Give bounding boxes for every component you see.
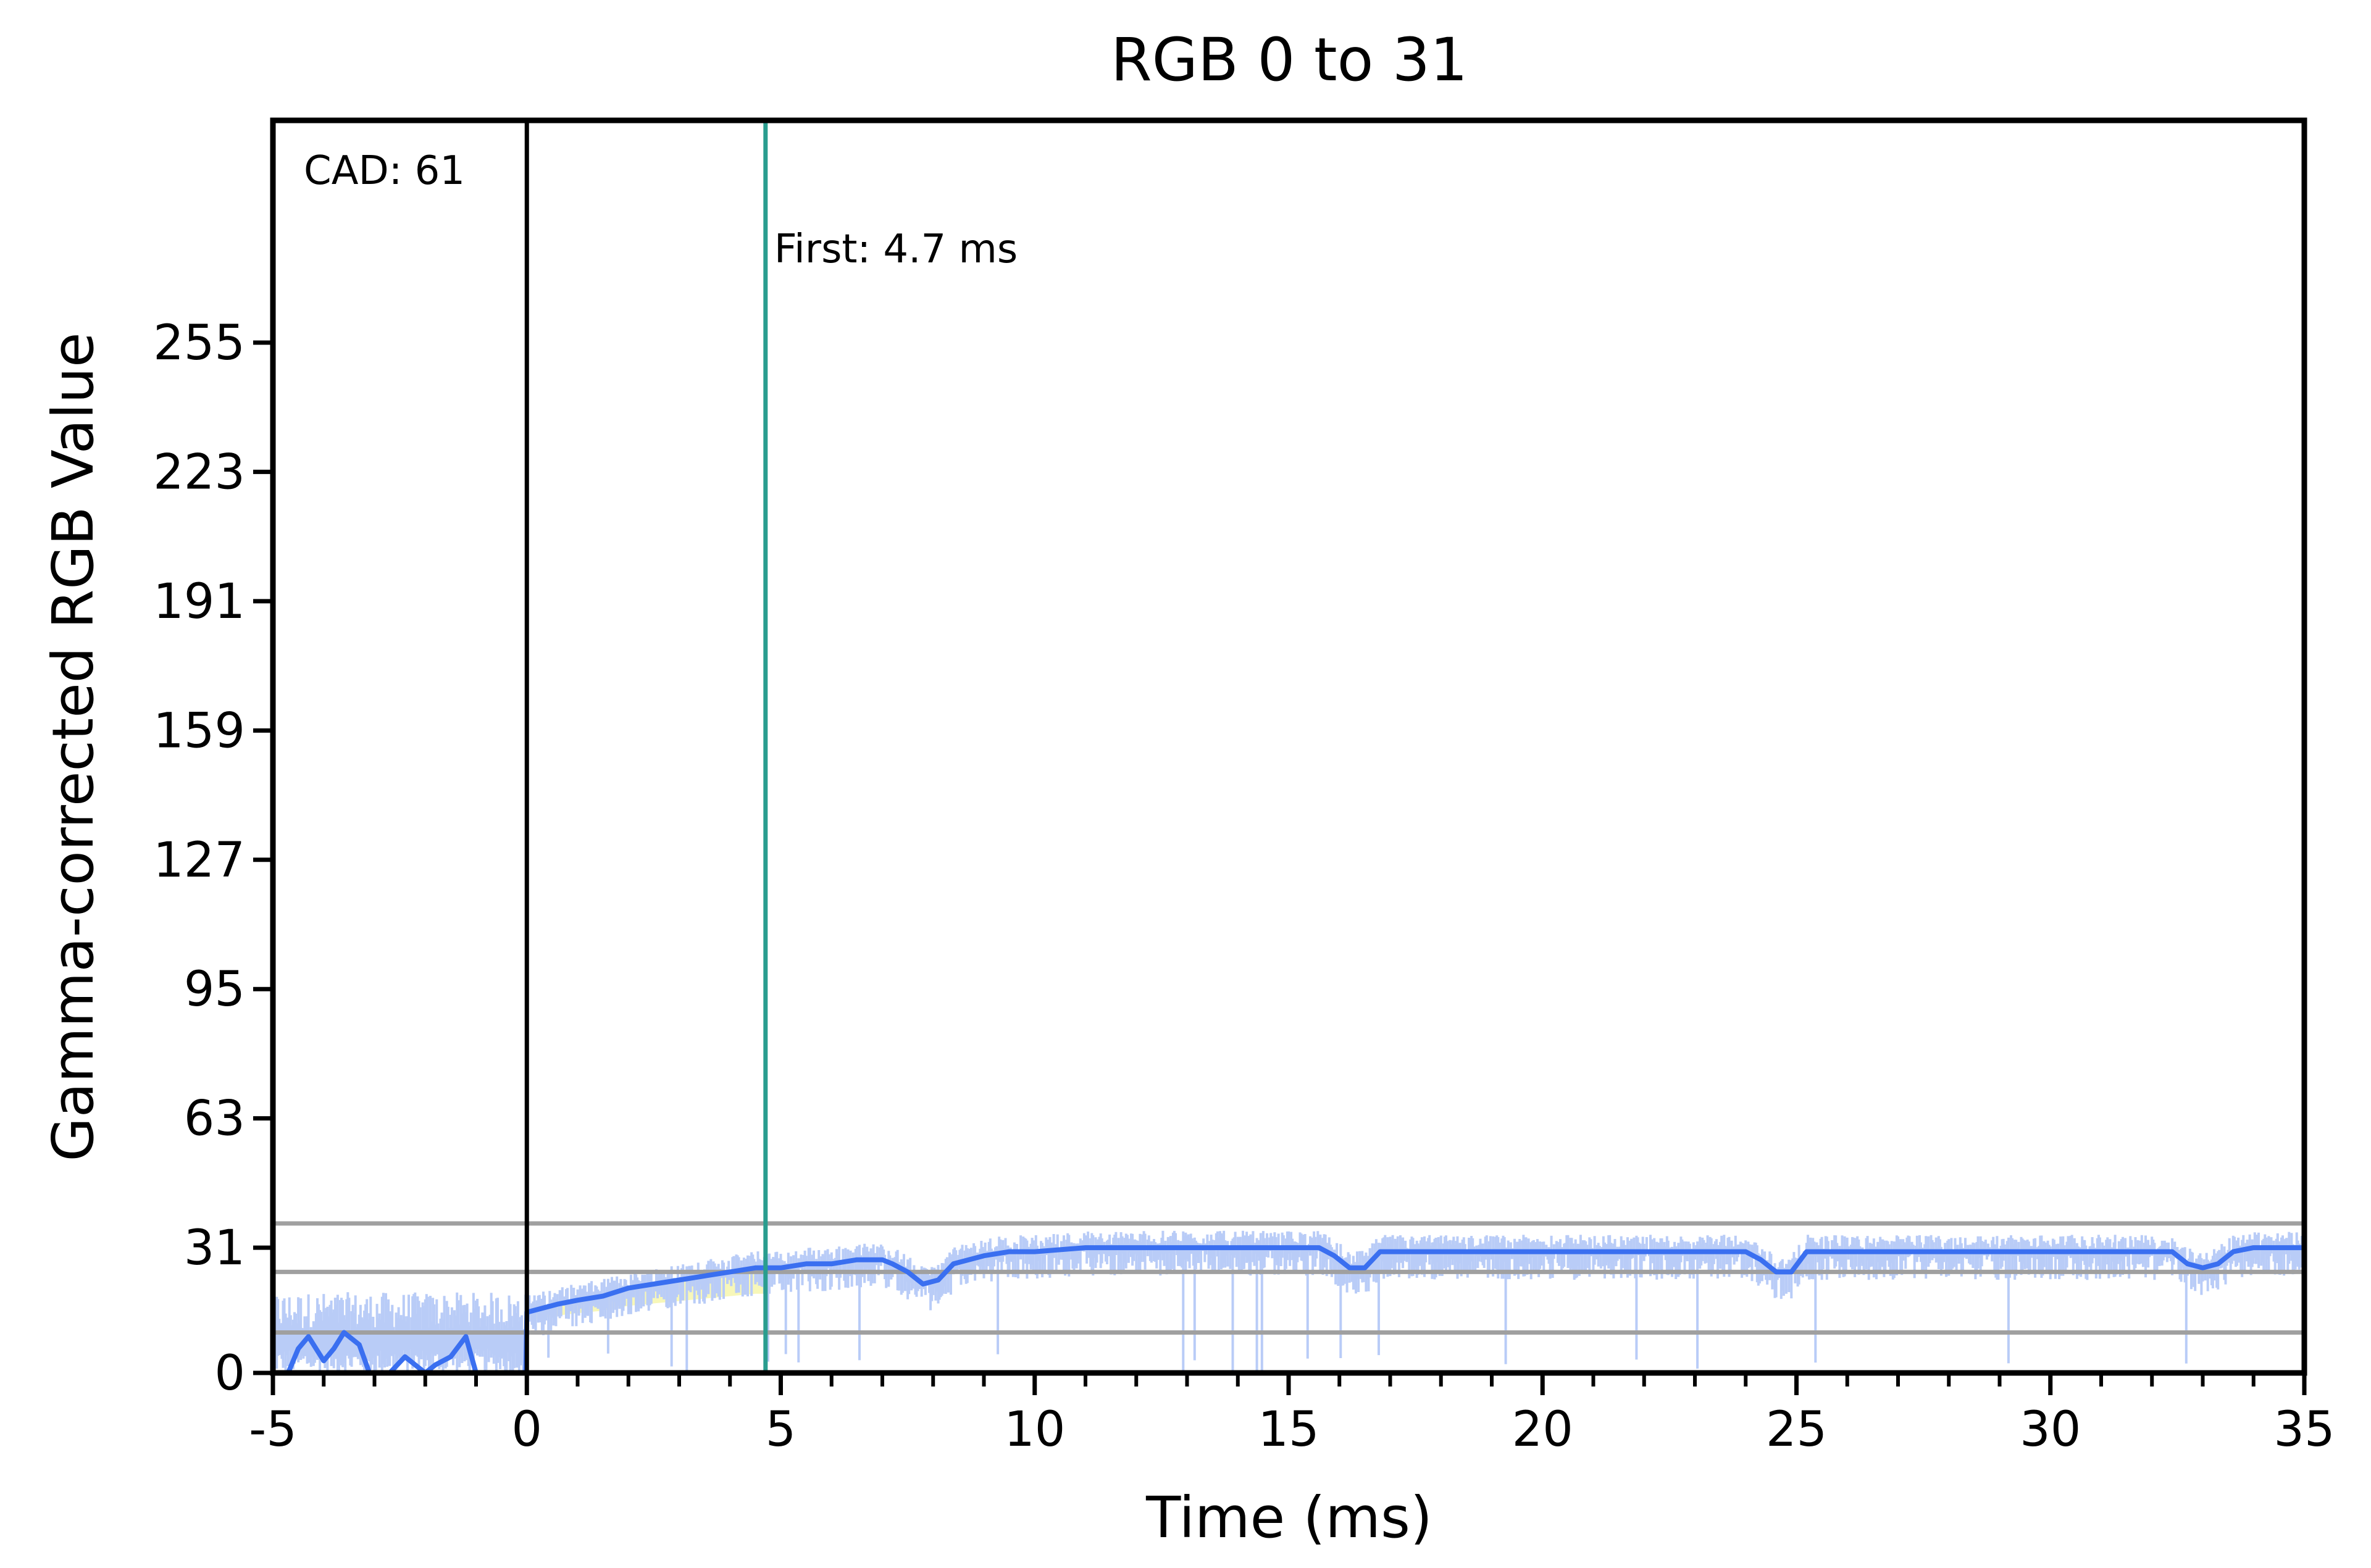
x-tick-label: 5 — [766, 1402, 797, 1457]
cad-annotation: CAD: 61 — [304, 148, 465, 194]
y-tick-label: 127 — [153, 833, 245, 888]
y-tick-label: 95 — [184, 962, 245, 1017]
chart-title: RGB 0 to 31 — [1111, 25, 1468, 94]
x-tick-label: 30 — [2020, 1402, 2081, 1457]
first-annotation: First: 4.7 ms — [774, 227, 1018, 272]
x-axis-label: Time (ms) — [1145, 1485, 1432, 1551]
x-tick-label: 10 — [1004, 1402, 1065, 1457]
plot-frame — [270, 117, 2307, 1376]
y-axis-label: Gamma-corrected RGB Value — [40, 332, 106, 1161]
x-tick-label: 20 — [1512, 1402, 1573, 1457]
y-tick-label: 0 — [214, 1346, 245, 1401]
x-tick-label: 25 — [1766, 1402, 1827, 1457]
y-tick-label: 223 — [153, 444, 245, 500]
y-tick-label: 255 — [153, 315, 245, 371]
y-tick-label: 159 — [153, 703, 245, 759]
y-tick-label: 63 — [184, 1091, 245, 1147]
x-tick-label: 35 — [2273, 1402, 2335, 1457]
x-tick-label: 0 — [511, 1402, 542, 1457]
y-tick-label: 31 — [184, 1220, 245, 1276]
y-tick-label: 191 — [153, 574, 245, 630]
smoothed-trace — [273, 1245, 2304, 1375]
x-tick-label: 15 — [1258, 1402, 1319, 1457]
x-tick-label: -5 — [249, 1402, 297, 1457]
